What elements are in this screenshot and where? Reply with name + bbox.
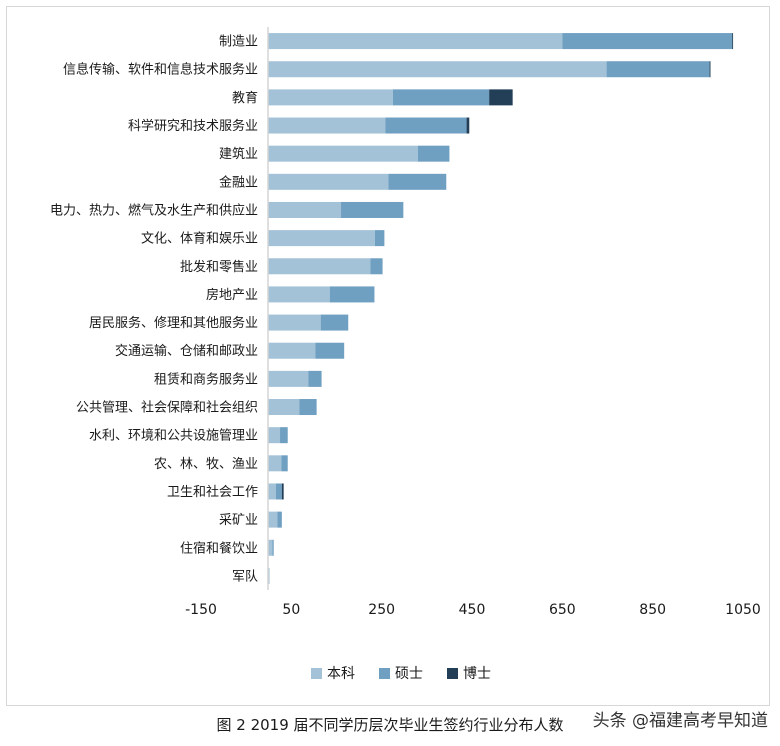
watermark: 头条 @福建高考早知道	[593, 706, 768, 731]
legend-label: 本科	[327, 666, 355, 682]
category-label: 科学研究和技术服务业	[128, 118, 258, 134]
bar-segment-bachelor	[268, 258, 371, 275]
bar-segment-master	[417, 145, 450, 162]
bar-segment-bachelor	[268, 342, 316, 359]
bar-segment-bachelor	[268, 230, 375, 247]
legend-swatch	[311, 668, 322, 679]
bar-segment-master	[275, 483, 282, 500]
bar-segment-bachelor	[268, 173, 389, 190]
bar-segment-bachelor	[268, 117, 386, 134]
category-label: 公共管理、社会保障和社会组织	[76, 400, 258, 416]
bar-segment-master	[299, 399, 317, 416]
bar-segment-master	[370, 258, 383, 275]
bar-segment-master	[388, 173, 447, 190]
category-label: 房地产业	[206, 287, 258, 303]
bar-segment-bachelor	[268, 455, 282, 472]
category-label: 农、林、牧、渔业	[154, 457, 258, 472]
category-label: 租赁和商务服务业	[154, 371, 258, 387]
bar-segment-bachelor	[268, 61, 607, 78]
bar-segment-master	[280, 427, 288, 444]
bar-segment-bachelor	[268, 483, 276, 500]
category-label: 制造业	[219, 35, 258, 50]
category-label: 文化、体育和娱乐业	[141, 231, 258, 247]
category-label: 信息传输、软件和信息技术服务业	[63, 62, 258, 78]
x-tick-label: 450	[459, 602, 486, 618]
legend-swatch	[447, 668, 458, 679]
category-label: 交通运输、仓储和邮政业	[115, 343, 258, 359]
bar-segment-bachelor	[268, 427, 281, 444]
bar-segment-master	[272, 539, 274, 556]
bar-segment-bachelor	[268, 567, 270, 584]
bar-segment-doctor	[489, 89, 513, 106]
category-label: 军队	[232, 569, 258, 584]
category-label: 水利、环境和公共设施管理业	[89, 429, 258, 444]
legend-label: 硕士	[395, 666, 423, 682]
bar-segment-master	[277, 511, 282, 528]
bar-segment-bachelor	[268, 89, 393, 106]
x-tick-label: 1050	[725, 602, 761, 618]
watermark-text: 头条 @福建高考早知道	[592, 711, 768, 731]
category-label: 教育	[232, 90, 258, 106]
bar-segment-master	[308, 370, 322, 387]
bar-segment-master	[385, 117, 467, 134]
figure-caption: 图 2 2019 届不同学历层次毕业生签约行业分布人数	[216, 716, 564, 734]
x-tick-label: -150	[185, 602, 217, 618]
bar-segment-master	[606, 61, 710, 78]
x-tick-label: 50	[282, 602, 300, 618]
bar-segment-doctor	[281, 483, 284, 500]
bar-segment-bachelor	[268, 201, 342, 218]
bar-segment-bachelor	[268, 399, 300, 416]
category-label: 批发和零售业	[180, 259, 258, 275]
bar-segment-bachelor	[268, 33, 563, 50]
category-label: 采矿业	[219, 513, 258, 528]
x-tick-label: 850	[639, 602, 666, 618]
bar-segment-doctor	[466, 117, 470, 134]
category-label: 建筑业	[219, 146, 258, 162]
bar-segment-bachelor	[268, 511, 278, 528]
bar-segment-bachelor	[268, 539, 273, 556]
x-tick-label: 650	[549, 602, 576, 618]
bar-segment-master	[374, 230, 385, 247]
bar-segment-master	[281, 455, 288, 472]
bar-segment-master	[329, 286, 375, 303]
bar-segment-master	[341, 201, 404, 218]
category-label: 卫生和社会工作	[167, 484, 258, 500]
bar-segment-doctor	[709, 61, 711, 78]
x-tick-label: 250	[368, 602, 395, 618]
bar-segment-master	[392, 89, 490, 106]
bar-segment-master	[320, 314, 349, 331]
bar-segment-bachelor	[268, 370, 309, 387]
bar-segment-doctor	[732, 33, 734, 50]
bar-segment-master	[315, 342, 345, 359]
category-label: 居民服务、修理和其他服务业	[89, 315, 258, 331]
category-label: 金融业	[219, 174, 258, 190]
category-label: 住宿和餐饮业	[180, 540, 258, 556]
bar-segment-bachelor	[268, 286, 330, 303]
legend-swatch	[379, 668, 390, 679]
bar-segment-bachelor	[268, 145, 418, 162]
legend-label: 博士	[463, 665, 491, 682]
category-label: 电力、热力、燃气及水生产和供应业	[50, 202, 258, 218]
bar-segment-bachelor	[268, 314, 321, 331]
chart-frame	[6, 6, 770, 706]
bar-segment-master	[562, 33, 733, 50]
